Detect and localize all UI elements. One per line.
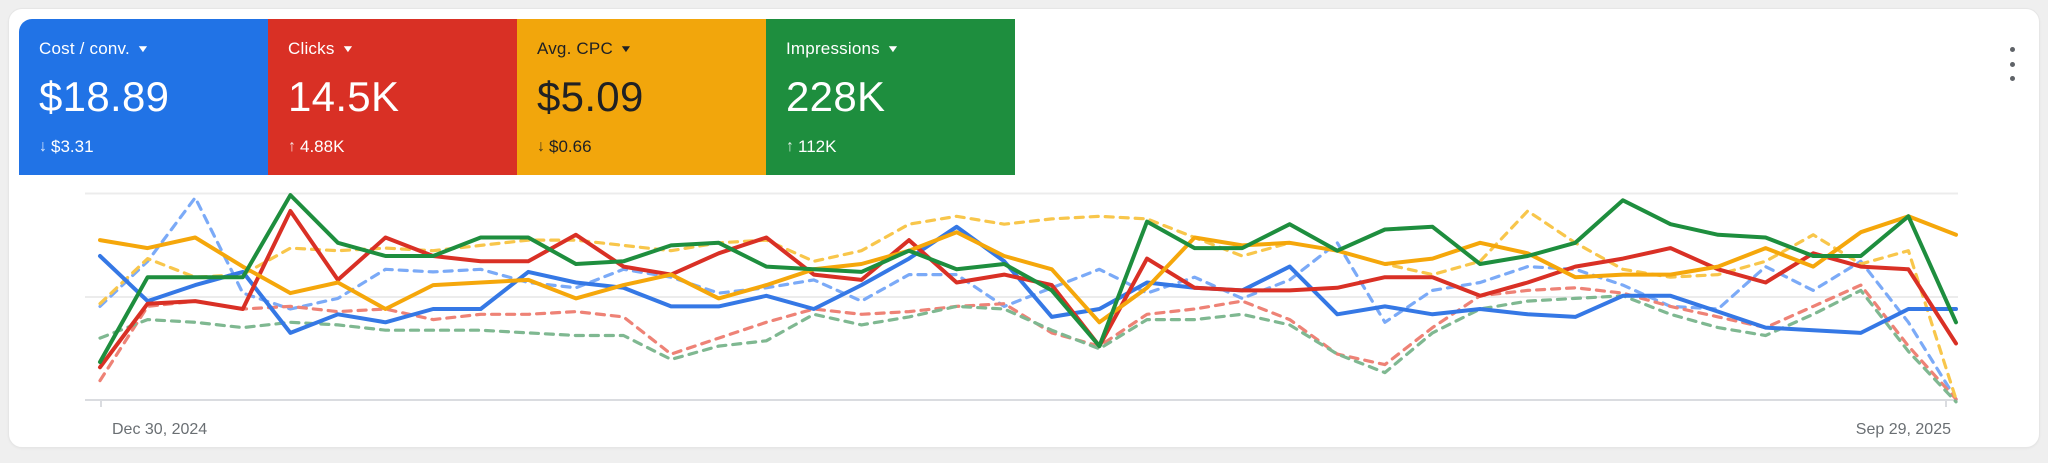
x-axis-start-label: Dec 30, 2024 bbox=[112, 421, 208, 438]
scorecard-clicks[interactable]: Clicks ▼ 14.5K ↑ 4.88K bbox=[268, 19, 517, 175]
scorecard-impressions[interactable]: Impressions ▼ 228K ↑ 112K bbox=[766, 19, 1015, 175]
kebab-dot bbox=[2009, 47, 2015, 52]
chart-line-impressions-current bbox=[98, 193, 1958, 364]
scorecard-avg-cpc[interactable]: Avg. CPC ▼ $5.09 ↓ $0.66 bbox=[517, 19, 766, 175]
chart-x-axis bbox=[85, 399, 1958, 407]
kebab-dot bbox=[2009, 76, 2015, 81]
scorecard-delta: ↓ $3.31 bbox=[39, 137, 94, 157]
scorecard-delta: ↓ $0.66 bbox=[537, 137, 592, 157]
chart-panel: Cost / conv. ▼ $18.89 ↓ $3.31 Clicks ▼ 1… bbox=[8, 8, 2040, 448]
chart-line-cost-conv-previous bbox=[98, 196, 1958, 401]
scorecard-delta: ↑ 4.88K bbox=[288, 137, 344, 157]
metric-selector-clicks[interactable]: Clicks ▼ bbox=[288, 39, 517, 59]
dropdown-arrow-icon: ▼ bbox=[135, 43, 151, 55]
arrow-up-icon: ↑ bbox=[786, 138, 794, 155]
arrow-down-icon: ↓ bbox=[537, 138, 545, 155]
chart-series-layer bbox=[98, 193, 1958, 404]
x-axis-end-label: Sep 29, 2025 bbox=[1855, 421, 1951, 438]
scorecard-value: 14.5K bbox=[288, 73, 400, 120]
chart-line-cost-conv-current bbox=[98, 224, 1958, 335]
chart-line-clicks-previous bbox=[98, 283, 1958, 401]
dropdown-arrow-icon: ▼ bbox=[340, 43, 355, 55]
dropdown-arrow-icon: ▼ bbox=[885, 43, 900, 55]
delta-value: 112K bbox=[798, 137, 837, 156]
metric-selector-impressions[interactable]: Impressions ▼ bbox=[786, 39, 1015, 59]
delta-value: 4.88K bbox=[300, 137, 345, 156]
chart-line-impressions-previous bbox=[98, 288, 1958, 404]
metric-selector-avg-cpc[interactable]: Avg. CPC ▼ bbox=[537, 39, 766, 59]
scorecard-label: Cost / conv. bbox=[39, 39, 130, 58]
scorecard-delta: ↑ 112K bbox=[786, 137, 836, 157]
chart-line-clicks-current bbox=[98, 209, 1958, 370]
scorecard-row: Cost / conv. ▼ $18.89 ↓ $3.31 Clicks ▼ 1… bbox=[19, 19, 1015, 175]
delta-value: $3.31 bbox=[51, 137, 94, 156]
chart-line-avg-cpc-current bbox=[98, 214, 1958, 325]
scorecard-label: Clicks bbox=[288, 39, 335, 58]
scorecard-value: 228K bbox=[786, 73, 886, 120]
delta-value: $0.66 bbox=[549, 137, 592, 156]
arrow-up-icon: ↑ bbox=[288, 138, 296, 155]
scorecard-value: $5.09 bbox=[537, 73, 644, 120]
scorecard-value: $18.89 bbox=[39, 73, 170, 120]
more-options-icon[interactable] bbox=[2002, 45, 2022, 83]
metric-selector-cost-per-conv[interactable]: Cost / conv. ▼ bbox=[39, 39, 268, 59]
kebab-dot bbox=[2009, 61, 2015, 67]
dropdown-arrow-icon: ▼ bbox=[618, 43, 634, 55]
scorecard-label: Avg. CPC bbox=[537, 39, 613, 58]
scorecard-label: Impressions bbox=[786, 39, 880, 58]
arrow-down-icon: ↓ bbox=[39, 138, 47, 155]
scorecard-cost-per-conv[interactable]: Cost / conv. ▼ $18.89 ↓ $3.31 bbox=[19, 19, 268, 175]
